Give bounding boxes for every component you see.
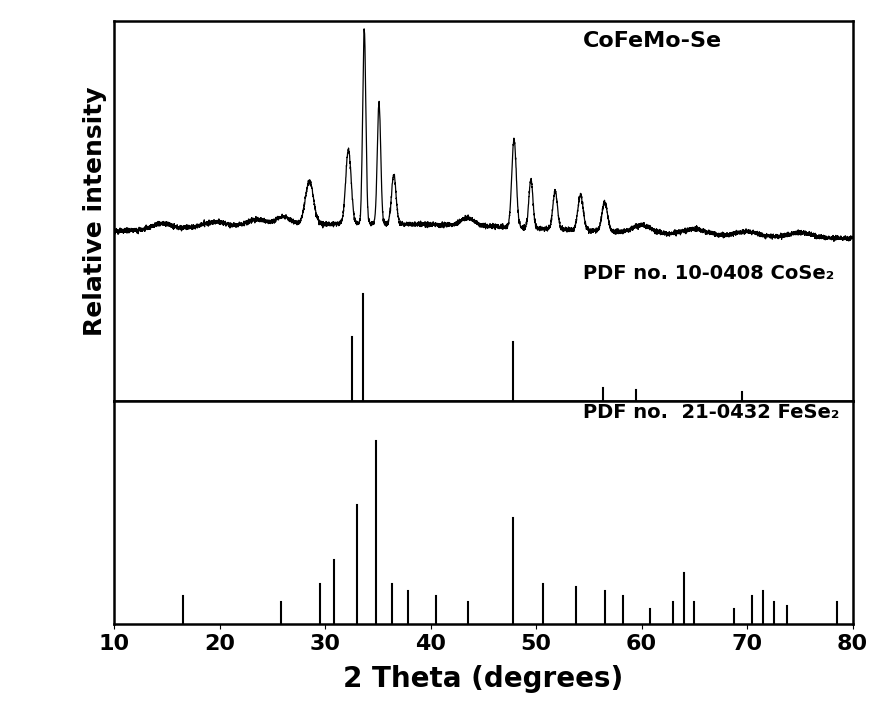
Text: CoFeMo-Se: CoFeMo-Se [582, 30, 722, 51]
Text: PDF no. 10-0408 CoSe₂: PDF no. 10-0408 CoSe₂ [582, 264, 833, 283]
Text: PDF no.  21-0432 FeSe₂: PDF no. 21-0432 FeSe₂ [582, 403, 838, 422]
Y-axis label: Relative intensity: Relative intensity [83, 86, 107, 336]
X-axis label: 2 Theta (degrees): 2 Theta (degrees) [343, 665, 623, 693]
